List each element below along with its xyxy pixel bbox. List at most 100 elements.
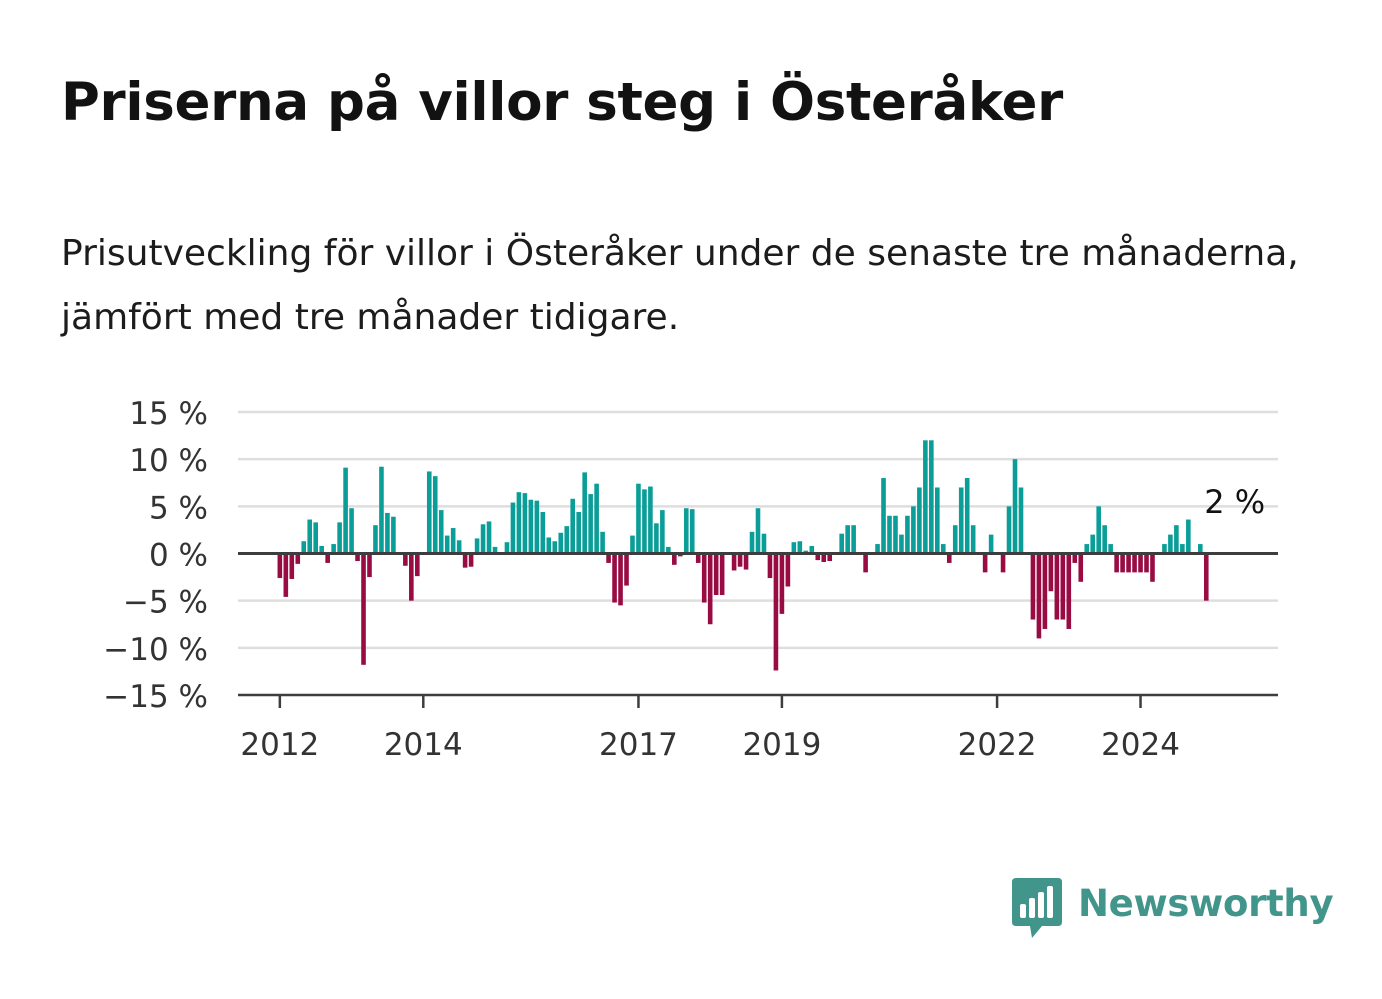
newsworthy-logo-icon xyxy=(1012,878,1062,938)
x-tick-label: 2012 xyxy=(240,727,319,763)
x-tick-label: 2022 xyxy=(958,727,1037,763)
y-tick-label: 5 % xyxy=(149,490,208,526)
bar xyxy=(1144,553,1149,573)
bar xyxy=(1048,553,1054,592)
bar xyxy=(403,553,408,566)
bar xyxy=(940,544,946,554)
bar xyxy=(516,492,522,554)
bar xyxy=(1060,553,1066,620)
bar xyxy=(576,511,581,554)
y-tick-label: −10 % xyxy=(103,632,208,668)
bar xyxy=(821,553,827,562)
newsworthy-brand[interactable]: Newsworthy xyxy=(1012,878,1334,940)
chart-annotation: 2 % xyxy=(1204,483,1265,521)
bar xyxy=(1132,553,1137,573)
bar xyxy=(367,553,372,578)
bar xyxy=(426,471,432,554)
bar xyxy=(905,515,910,554)
bar xyxy=(779,553,785,614)
bar xyxy=(923,440,928,554)
bar xyxy=(630,535,635,554)
bar xyxy=(1030,553,1036,620)
bar xyxy=(929,440,934,554)
bar xyxy=(612,553,617,603)
bar xyxy=(343,467,348,554)
bar xyxy=(1120,553,1125,573)
bar xyxy=(1186,519,1191,554)
bar xyxy=(719,553,725,596)
bar xyxy=(636,483,641,554)
bar xyxy=(707,553,713,625)
bar xyxy=(432,476,438,554)
bar xyxy=(492,546,498,554)
bar xyxy=(851,525,856,554)
x-axis-tick-labels: 2012 2014 2017 2019 2022 2024 xyxy=(240,727,1180,763)
bar xyxy=(606,553,611,563)
bar xyxy=(1000,553,1006,573)
bar xyxy=(1018,487,1024,554)
bar xyxy=(337,522,342,554)
bar xyxy=(534,500,540,554)
bar xyxy=(594,483,599,554)
y-tick-label: −15 % xyxy=(103,679,208,715)
bar xyxy=(964,478,970,554)
bar xyxy=(618,553,623,606)
bar xyxy=(1036,553,1042,639)
bar xyxy=(444,535,450,554)
bar xyxy=(672,553,677,565)
bar xyxy=(982,553,988,573)
bar xyxy=(307,519,313,554)
bar xyxy=(313,522,318,554)
bar xyxy=(564,526,570,554)
y-axis-tick-labels: 15 % 10 % 5 % 0 % −5 % −10 % −15 % xyxy=(103,396,208,715)
bar xyxy=(373,525,378,554)
bar xyxy=(295,553,301,564)
bar xyxy=(1203,553,1209,601)
bar xyxy=(409,553,414,601)
bar xyxy=(809,545,815,554)
bar xyxy=(301,541,307,554)
bar xyxy=(899,534,904,554)
y-tick-label: −5 % xyxy=(123,585,208,621)
bar xyxy=(767,553,773,579)
bar xyxy=(277,553,283,579)
x-tick-label: 2024 xyxy=(1101,727,1180,763)
page-subtitle: Prisutveckling för villor i Österåker un… xyxy=(61,233,1299,338)
bar xyxy=(785,553,791,587)
bar xyxy=(761,533,767,554)
bar xyxy=(600,531,605,554)
bar xyxy=(988,534,994,554)
bar xyxy=(570,498,576,554)
y-tick-label: 15 % xyxy=(129,396,208,432)
bar xyxy=(325,553,330,563)
bar xyxy=(845,525,850,554)
bar xyxy=(917,487,922,554)
bar xyxy=(731,553,737,571)
bar xyxy=(701,553,707,603)
bar xyxy=(1102,525,1107,554)
bar xyxy=(749,531,755,554)
bar xyxy=(361,553,366,665)
bar xyxy=(462,553,468,568)
chart-gridlines xyxy=(238,410,1278,650)
bar xyxy=(666,546,671,554)
bar xyxy=(1174,525,1179,554)
bar xyxy=(283,553,289,597)
bar xyxy=(911,506,916,554)
bar xyxy=(1168,534,1173,554)
bar xyxy=(970,525,976,554)
bar xyxy=(379,466,384,554)
bar xyxy=(391,516,396,554)
page-title: Priserna på villor steg i Österåker xyxy=(61,72,1063,133)
bar xyxy=(713,553,719,596)
bar xyxy=(893,515,898,554)
bar xyxy=(1162,544,1167,554)
bar xyxy=(438,510,444,554)
bar xyxy=(331,544,336,554)
bar xyxy=(935,487,940,554)
bar xyxy=(1138,553,1143,573)
bar xyxy=(588,494,593,554)
bar xyxy=(1012,459,1018,554)
bar xyxy=(319,545,324,554)
